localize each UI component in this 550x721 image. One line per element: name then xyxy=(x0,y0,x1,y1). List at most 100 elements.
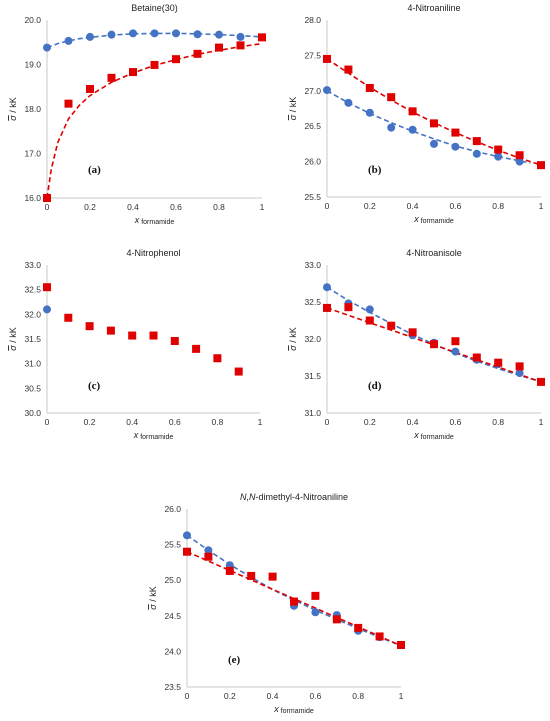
data-point-red xyxy=(537,161,545,170)
data-point-blue xyxy=(183,531,191,540)
data-point-blue xyxy=(365,108,374,117)
y-tick-label: 32.5 xyxy=(304,297,321,307)
data-point-red xyxy=(43,194,51,202)
data-point-blue xyxy=(86,32,94,41)
y-tick-label: 24.5 xyxy=(164,611,181,621)
data-point-red xyxy=(537,377,545,386)
chart-title: 4-Nitroanisole xyxy=(406,248,462,258)
data-point-red xyxy=(149,331,158,340)
y-axis-label-symbol: σ xyxy=(8,115,18,121)
data-point-red xyxy=(311,591,320,600)
y-tick-label: 31.5 xyxy=(24,334,41,344)
x-tick-label: 0.4 xyxy=(407,201,419,211)
data-point-red xyxy=(387,321,396,330)
x-axis-label-var: x xyxy=(134,215,140,225)
data-point-red xyxy=(430,119,438,128)
data-point-blue xyxy=(472,149,481,158)
data-point-red xyxy=(472,353,481,362)
data-point-blue xyxy=(64,36,73,45)
y-tick-label: 31.0 xyxy=(304,408,321,418)
data-point-red xyxy=(365,316,374,325)
data-point-blue xyxy=(494,152,503,161)
data-point-red xyxy=(64,99,73,108)
y-tick-label: 31.5 xyxy=(304,371,321,381)
data-point-red xyxy=(204,552,213,561)
x-axis-label: x formamide xyxy=(273,704,314,715)
x-tick-label: 0.8 xyxy=(213,202,225,212)
data-point-red xyxy=(64,313,73,322)
data-point-red xyxy=(387,93,396,102)
chart-panel-d: 4-Nitroanisole 31.0 31.5 32.0 32.5 33.0 0 0.2 0.… xyxy=(288,248,545,441)
data-point-blue xyxy=(430,139,438,148)
data-point-blue xyxy=(344,98,353,107)
y-axis-label-symbol: σ xyxy=(288,114,298,120)
y-tick-label: 25.5 xyxy=(164,540,181,550)
y-tick-label: 30.0 xyxy=(24,408,41,418)
data-point-red xyxy=(268,572,277,581)
data-point-red xyxy=(129,68,137,77)
data-point-red xyxy=(85,322,94,331)
data-point-red xyxy=(107,73,116,82)
chart-panel-b: 4-Nitroaniline 25.5 26.0 26.5 27.0 27.5 28.0 0 0… xyxy=(288,3,545,225)
x-tick-label: 1 xyxy=(539,201,544,211)
data-point-red xyxy=(344,303,353,312)
fit-line-red xyxy=(326,58,542,166)
y-axis-label-unit: / kK xyxy=(288,327,298,345)
data-point-red xyxy=(247,571,256,580)
data-point-red xyxy=(375,632,384,641)
chart-title: 4-Nitroaniline xyxy=(407,3,460,13)
chart-panel-e: N,N-dimethyl-4-Nitroaniline 23.5 24.0 24.5 2… xyxy=(148,492,405,715)
x-tick-label: 1 xyxy=(399,691,404,701)
x-tick-label: 0 xyxy=(325,201,330,211)
y-tick-label: 26.0 xyxy=(164,504,181,514)
panel-label: (d) xyxy=(368,380,382,392)
panel-label: (c) xyxy=(88,380,101,392)
x-axis-label-sub: formamide xyxy=(421,218,454,225)
x-tick-label: 0.6 xyxy=(449,201,461,211)
data-point-red xyxy=(515,362,524,371)
data-point-blue xyxy=(323,86,331,95)
x-tick-label: 0 xyxy=(325,417,330,427)
x-tick-label: 0.8 xyxy=(352,691,364,701)
y-tick-label: 19.0 xyxy=(24,60,41,70)
x-tick-label: 0 xyxy=(185,691,190,701)
data-point-blue xyxy=(107,30,116,39)
data-point-blue xyxy=(451,347,460,356)
chart-title-italic: N,N xyxy=(240,492,256,502)
x-tick-label: 0.8 xyxy=(492,201,504,211)
x-tick-label: 0.2 xyxy=(364,201,376,211)
x-tick-label: 0.8 xyxy=(211,417,223,427)
x-tick-label: 1 xyxy=(258,417,263,427)
data-point-red xyxy=(86,84,94,93)
data-point-red xyxy=(234,367,243,376)
x-axis-label-sub: formamide xyxy=(421,434,454,441)
x-tick-label: 0.2 xyxy=(224,691,236,701)
data-point-red xyxy=(193,49,202,58)
x-tick-label: 0.6 xyxy=(449,417,461,427)
data-point-red xyxy=(258,33,266,42)
data-point-red xyxy=(354,623,363,632)
data-point-blue xyxy=(323,283,331,292)
y-tick-label: 24.0 xyxy=(164,646,181,656)
data-point-blue xyxy=(515,157,524,166)
y-axis-label: σ / kK xyxy=(148,586,158,609)
y-axis-label: σ / kK xyxy=(8,327,18,350)
x-axis-label-var: x xyxy=(273,704,279,714)
data-point-blue xyxy=(236,32,245,41)
data-point-blue xyxy=(451,142,460,151)
data-point-red xyxy=(183,547,191,556)
data-point-blue xyxy=(129,29,137,38)
x-tick-label: 0.2 xyxy=(84,417,96,427)
y-tick-label: 32.5 xyxy=(24,285,41,295)
x-axis-label: x formamide xyxy=(134,215,175,226)
x-tick-label: 0.4 xyxy=(407,417,419,427)
x-tick-label: 1 xyxy=(260,202,265,212)
data-point-red xyxy=(170,336,179,345)
chart-title: N,N-dimethyl-4-Nitroaniline xyxy=(240,492,348,502)
data-point-blue xyxy=(204,546,213,555)
x-axis-label: x formamide xyxy=(413,214,454,225)
y-tick-label: 27.5 xyxy=(304,50,321,60)
y-tick-label: 32.0 xyxy=(304,334,321,344)
data-point-red xyxy=(451,128,460,137)
